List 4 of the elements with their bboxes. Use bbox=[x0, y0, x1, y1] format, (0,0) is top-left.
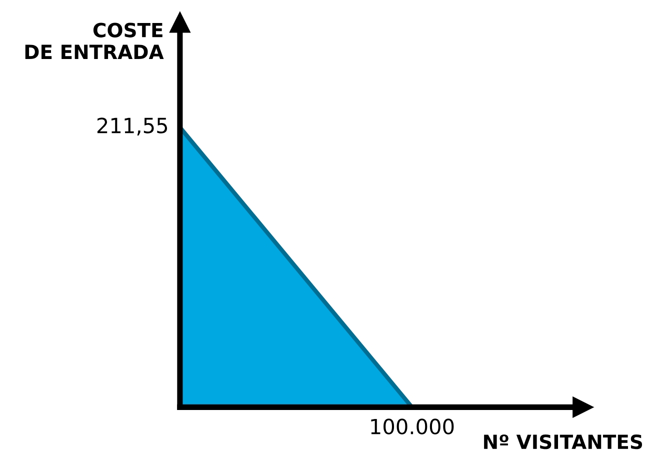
text: 100.000 bbox=[371, 418, 454, 434]
x-axis-title: Nº VISITANTES bbox=[484, 434, 642, 450]
y-axis-title: COSTE DE ENTRADA bbox=[25, 22, 164, 59]
text: 211,55 bbox=[97, 118, 168, 136]
